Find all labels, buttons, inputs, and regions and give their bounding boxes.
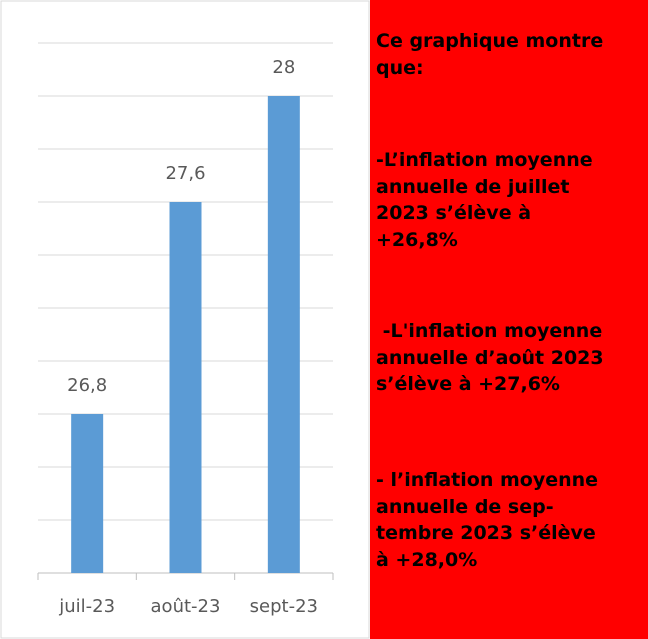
commentary-line: s’élève à +27,6% — [376, 373, 560, 395]
x-tick-label: juil-23 — [58, 596, 115, 617]
commentary-line: - l’inflation moyenne — [376, 469, 599, 491]
commentary-line: annuelle d’août 2023 — [376, 346, 604, 369]
data-label: 28 — [272, 57, 295, 78]
chart: juil-23 26,8 août-23 27,6 sept-23 28 — [0, 0, 370, 639]
commentary-panel: Ce graphique montre que: -L’inflation moye… — [370, 0, 648, 639]
commentary-line: tembre 2023 s’élève — [376, 522, 596, 544]
commentary-line: annuelle de juillet — [376, 175, 570, 198]
commentary-paragraph: -L’inflation moyenne annuelle de juillet 2… — [376, 147, 593, 253]
commentary-paragraph: -L'inflation moyenne annuelle d’août 2023… — [376, 318, 604, 398]
commentary-line: -L'inflation moyenne — [376, 320, 603, 342]
bar — [71, 414, 104, 573]
x-tick-label: sept-23 — [250, 596, 318, 617]
commentary-line: à +28,0% — [376, 548, 478, 571]
bar — [267, 96, 300, 573]
bar — [169, 202, 202, 573]
data-label: 27,6 — [165, 163, 205, 184]
x-tick-label: août-23 — [151, 596, 221, 617]
data-label: 26,8 — [67, 375, 107, 396]
commentary-line: 2023 s’élève à — [376, 202, 532, 224]
commentary-paragraph: Ce graphique montre que: — [376, 28, 603, 81]
commentary-line: Ce graphique montre — [376, 30, 604, 52]
commentary-line: que: — [376, 56, 424, 79]
commentary-line: +26,8% — [376, 228, 458, 251]
commentary-paragraph: - l’inflation moyenne annuelle de sep-tem… — [376, 467, 598, 573]
commentary-line: annuelle de sep- — [376, 495, 554, 518]
commentary-line: -L’inflation moyenne — [376, 149, 593, 171]
